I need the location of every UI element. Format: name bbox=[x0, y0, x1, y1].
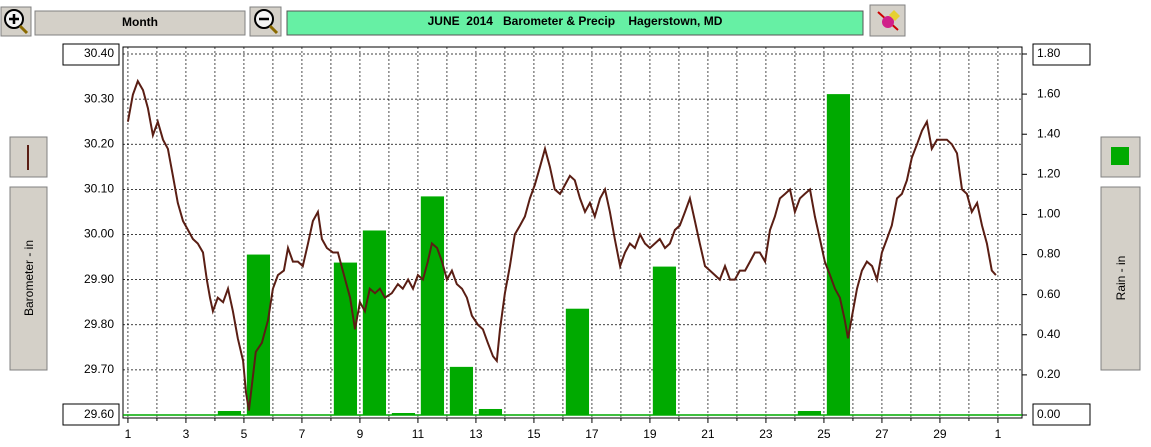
label-box bbox=[1032, 43, 1091, 66]
rain-bar bbox=[565, 308, 590, 415]
rain-series-button[interactable] bbox=[1100, 136, 1141, 178]
zoom-out-button[interactable] bbox=[249, 6, 282, 37]
y2-tick-label: 1.60 bbox=[1037, 86, 1061, 100]
barometer-axis-button[interactable]: Barometer - in bbox=[9, 186, 48, 371]
period-label: Month bbox=[122, 15, 158, 29]
x-tick-label: 1 bbox=[125, 427, 132, 441]
rain-bar bbox=[449, 366, 474, 415]
y2-tick-label: 1.20 bbox=[1037, 167, 1061, 181]
x-tick-label: 27 bbox=[875, 427, 889, 441]
rain-bar bbox=[420, 196, 445, 415]
label-box bbox=[62, 403, 120, 426]
y2-tick-label: 0.00 bbox=[1037, 407, 1061, 421]
rain-bar bbox=[333, 262, 358, 415]
rain-bar bbox=[217, 410, 242, 415]
y2-tick-label: 0.80 bbox=[1037, 247, 1061, 261]
y-tick-label: 29.90 bbox=[84, 272, 114, 286]
label-box bbox=[1032, 403, 1091, 426]
y-tick-label: 30.40 bbox=[84, 46, 114, 60]
x-tick-label: 21 bbox=[701, 427, 715, 441]
rain-axis-button[interactable]: Rain - in bbox=[1100, 186, 1141, 371]
x-tick-label: 3 bbox=[183, 427, 190, 441]
rain-bar bbox=[826, 94, 851, 415]
y-tick-label: 29.80 bbox=[84, 317, 114, 331]
y-tick-label: 29.60 bbox=[84, 407, 114, 421]
rain-bar bbox=[652, 266, 677, 415]
x-tick-label: 19 bbox=[643, 427, 657, 441]
x-tick-label: 17 bbox=[585, 427, 599, 441]
x-tick-label: 1 bbox=[995, 427, 1002, 441]
y-tick-label: 30.00 bbox=[84, 227, 114, 241]
y2-tick-label: 0.40 bbox=[1037, 327, 1061, 341]
y-axis-title: Barometer - in bbox=[22, 240, 36, 316]
options-button[interactable] bbox=[869, 4, 906, 37]
y-tick-label: 30.20 bbox=[84, 136, 114, 150]
y2-tick-label: 1.80 bbox=[1037, 46, 1061, 60]
x-tick-label: 15 bbox=[527, 427, 541, 441]
x-tick-label: 9 bbox=[357, 427, 364, 441]
y2-axis-title: Rain - in bbox=[1114, 256, 1128, 301]
y-tick-label: 30.10 bbox=[84, 182, 114, 196]
x-tick-label: 11 bbox=[412, 427, 425, 441]
title-box bbox=[286, 10, 864, 36]
barometer-series-button[interactable] bbox=[9, 136, 48, 178]
period-button[interactable]: Month bbox=[34, 10, 246, 36]
rain-bar bbox=[362, 230, 387, 415]
zoom-in-button[interactable] bbox=[0, 6, 32, 37]
y2-tick-label: 0.60 bbox=[1037, 287, 1061, 301]
x-tick-label: 23 bbox=[759, 427, 773, 441]
y-tick-label: 29.70 bbox=[84, 362, 114, 376]
y2-tick-label: 1.00 bbox=[1037, 207, 1061, 221]
x-tick-label: 29 bbox=[933, 427, 947, 441]
x-tick-label: 13 bbox=[469, 427, 483, 441]
rain-bar bbox=[391, 412, 416, 415]
y-tick-label: 30.30 bbox=[84, 91, 114, 105]
chart-title: JUNE 2014 Barometer & Precip Hagerstown,… bbox=[428, 14, 723, 28]
y2-tick-label: 1.40 bbox=[1037, 126, 1061, 140]
rain-bar bbox=[797, 410, 822, 415]
label-box bbox=[62, 43, 120, 66]
x-tick-label: 5 bbox=[241, 427, 248, 441]
y2-tick-label: 0.20 bbox=[1037, 367, 1061, 381]
rain-bar bbox=[478, 408, 503, 415]
x-tick-label: 7 bbox=[299, 427, 306, 441]
x-tick-label: 25 bbox=[817, 427, 831, 441]
barometer-line bbox=[126, 78, 997, 411]
